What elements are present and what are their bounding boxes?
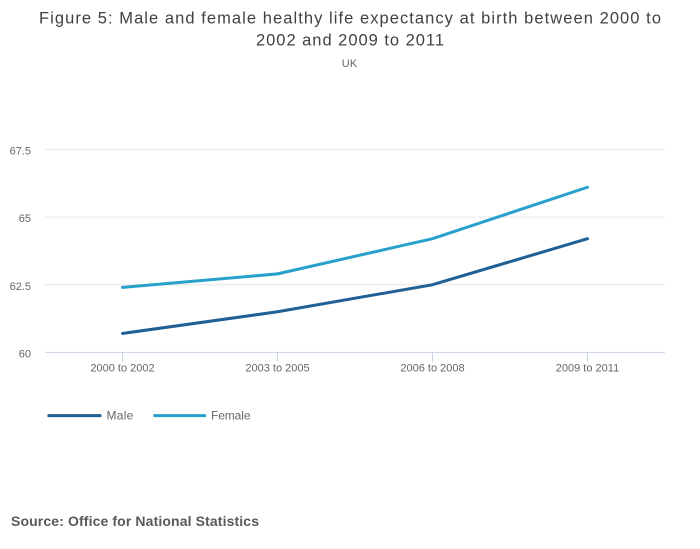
svg-text:Male: Male xyxy=(107,409,134,423)
svg-text:Female: Female xyxy=(211,409,251,423)
svg-text:Figure 5: Male and female heal: Figure 5: Male and female healthy life e… xyxy=(39,10,661,28)
svg-text:62.5: 62.5 xyxy=(10,281,31,293)
svg-text:67.5: 67.5 xyxy=(10,146,31,158)
svg-text:2000 to 2002: 2000 to 2002 xyxy=(90,363,154,375)
svg-text:60: 60 xyxy=(19,349,31,361)
svg-text:65: 65 xyxy=(19,213,31,225)
svg-text:Source: Office for National St: Source: Office for National Statistics xyxy=(11,513,259,529)
svg-text:UK: UK xyxy=(342,58,358,70)
svg-text:2006 to 2008: 2006 to 2008 xyxy=(400,363,464,375)
svg-text:2009 to 2011: 2009 to 2011 xyxy=(556,363,619,375)
svg-text:2002 and 2009 to 2011: 2002 and 2009 to 2011 xyxy=(256,32,444,50)
svg-text:2003 to 2005: 2003 to 2005 xyxy=(245,363,309,375)
